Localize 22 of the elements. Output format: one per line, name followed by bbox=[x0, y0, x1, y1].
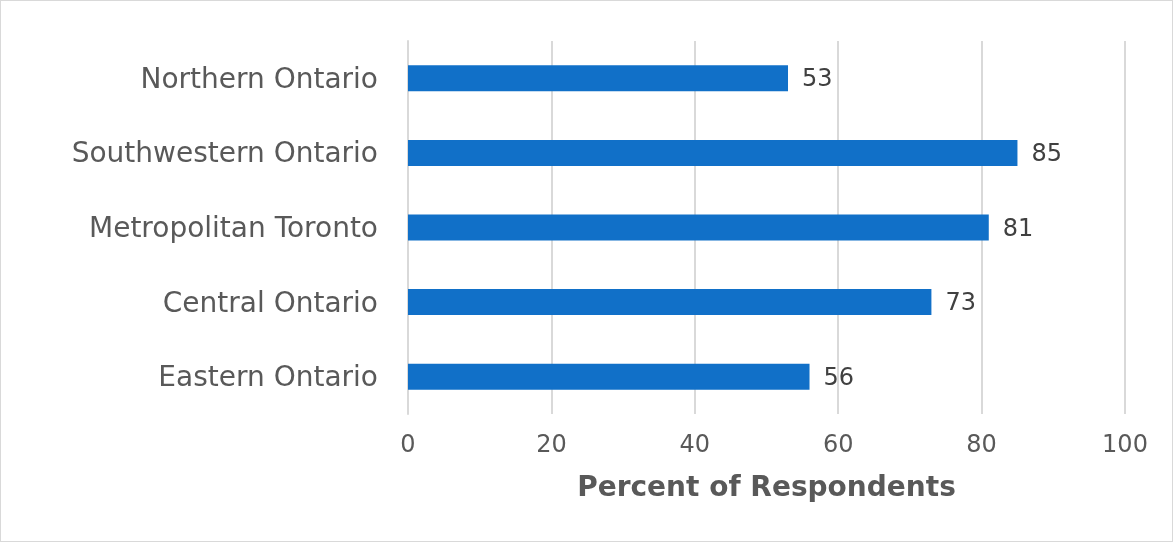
y-tick-label: Eastern Ontario bbox=[158, 360, 378, 394]
data-label: 73 bbox=[945, 288, 976, 317]
bar bbox=[408, 139, 1018, 166]
y-tick-label: Northern Ontario bbox=[140, 61, 378, 95]
x-tick-label: 60 bbox=[822, 430, 854, 458]
bar bbox=[408, 363, 810, 390]
data-label: 53 bbox=[802, 64, 833, 93]
bar bbox=[408, 289, 932, 316]
data-label: 81 bbox=[1002, 213, 1034, 242]
bar bbox=[408, 65, 789, 92]
y-tick-label: Central Ontario bbox=[162, 285, 378, 319]
x-axis-title: Percent of Respondents bbox=[577, 469, 956, 503]
x-tick-label: 20 bbox=[536, 430, 567, 458]
bar bbox=[408, 214, 989, 241]
x-tick-label: 0 bbox=[400, 430, 416, 458]
x-tick-label: 100 bbox=[1102, 430, 1148, 458]
data-label: 56 bbox=[823, 362, 855, 391]
x-tick-label: 80 bbox=[966, 430, 997, 458]
x-tick-label: 40 bbox=[679, 430, 711, 458]
data-label: 85 bbox=[1031, 138, 1062, 167]
y-tick-label: Southwestern Ontario bbox=[71, 136, 378, 170]
y-tick-label: Metropolitan Toronto bbox=[89, 211, 378, 244]
